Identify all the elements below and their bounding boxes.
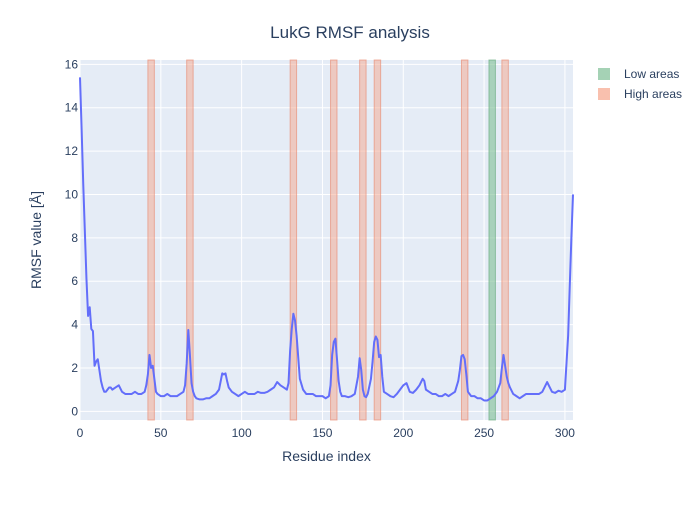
x-tick-label: 50 (154, 426, 168, 440)
y-axis-label: RMSF value [Å] (28, 191, 44, 289)
low-area-band (488, 59, 496, 421)
high-area-band (330, 59, 338, 421)
high-area-band (186, 59, 194, 421)
y-axis-ticks: 0 2 4 6 8 10 12 14 16 (65, 57, 79, 418)
y-tick-label: 0 (71, 404, 78, 418)
x-tick-label: 100 (232, 426, 252, 440)
x-tick-label: 0 (77, 426, 84, 440)
legend-swatch (598, 88, 610, 100)
highlight-bands (147, 59, 509, 421)
rmsf-series-line (79, 77, 574, 402)
y-tick-label: 6 (71, 274, 78, 288)
y-tick-label: 14 (65, 101, 79, 115)
x-tick-label: 150 (312, 426, 332, 440)
legend-item-label: High areas (624, 87, 682, 101)
y-tick-label: 12 (65, 144, 79, 158)
high-area-band (147, 59, 155, 421)
high-area-band (460, 59, 469, 421)
y-tick-label: 2 (71, 361, 78, 375)
high-area-band (359, 59, 367, 421)
y-tick-label: 10 (65, 187, 79, 201)
high-area-band (373, 59, 382, 421)
y-tick-label: 4 (71, 318, 78, 332)
legend: Low areas High areas (598, 67, 682, 101)
chart-title: LukG RMSF analysis (270, 23, 430, 42)
y-tick-label: 8 (71, 231, 78, 245)
high-area-band (289, 59, 298, 421)
legend-swatch (598, 68, 610, 80)
high-area-band (501, 59, 509, 421)
x-axis-ticks: 0 50 100 150 200 250 300 (77, 426, 576, 440)
x-axis-label: Residue index (282, 448, 371, 464)
y-tick-label: 16 (65, 57, 79, 71)
x-tick-label: 200 (393, 426, 413, 440)
x-tick-label: 250 (474, 426, 494, 440)
legend-item-label: Low areas (624, 67, 679, 81)
x-tick-label: 300 (555, 426, 575, 440)
